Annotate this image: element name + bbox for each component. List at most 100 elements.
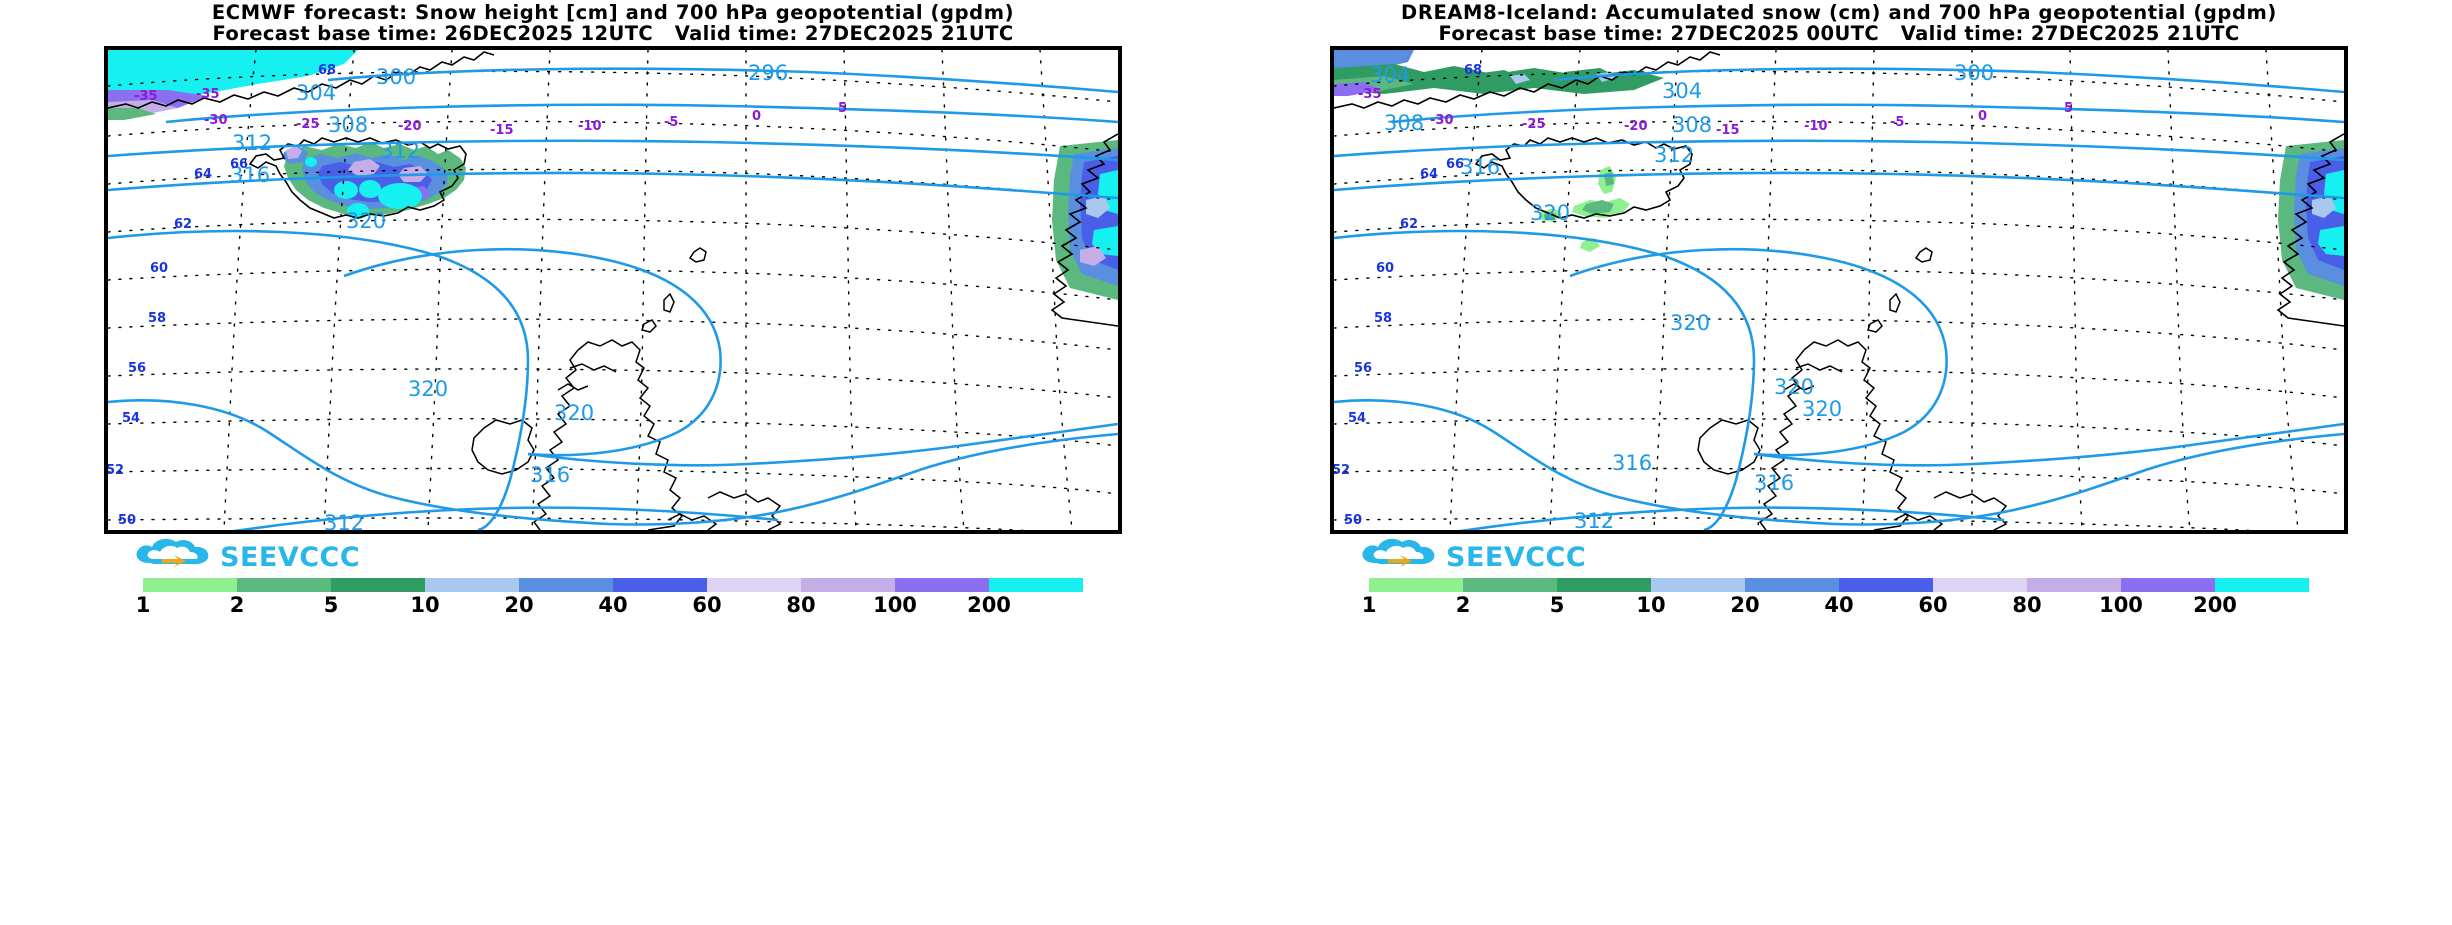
lon-label-m25: -25: [296, 117, 320, 132]
colorbar-swatch: [1745, 578, 1839, 592]
map-dream8[interactable]: 304 300 304 308 308 312 316 320 320 320 …: [1330, 46, 2348, 534]
colorbar-swatch: [1933, 578, 2027, 592]
colorbar-swatch: [1651, 578, 1745, 592]
lon-label-m25: -25: [1522, 117, 1546, 132]
colorbar-tick-label: 60: [692, 593, 722, 617]
colorbar-tick-label: 20: [504, 593, 534, 617]
arrow-icon: [1388, 555, 1412, 567]
longitude-labels: -35 -35 -30 -25 -20 -15 -10 -5 0 5: [134, 87, 847, 138]
lon-label-m5: -5: [1890, 115, 1904, 130]
lat-label-68: 68: [1464, 63, 1482, 78]
contour-label-316: 316: [230, 163, 270, 187]
colorbar-tick-label: 2: [229, 593, 245, 617]
lon-label-0: 0: [752, 109, 761, 124]
contour-label-296: 296: [748, 61, 788, 85]
snow-shading-norway: [1052, 140, 1118, 300]
contour-label-316b: 316: [1612, 451, 1652, 475]
lat-label-68: 68: [318, 63, 336, 78]
panel-ecmwf: ECMWF forecast: Snow height [cm] and 700…: [0, 2, 1226, 622]
panel-title-line2: Forecast base time: 26DEC2025 12UTC Vali…: [212, 22, 1014, 45]
contour-label-316b: 316: [530, 463, 570, 487]
lat-label-60: 60: [150, 261, 168, 276]
colorbar-strip: [1369, 578, 2309, 592]
colorbar-tick-label: 20: [1730, 593, 1760, 617]
colorbar-tick-label: 10: [410, 593, 440, 617]
contour-label-308: 308: [1384, 111, 1424, 135]
lon-label-5: 5: [838, 101, 847, 116]
cloud-icon: [1362, 538, 1435, 565]
lat-label-50: 50: [1344, 513, 1362, 528]
contour-label-304b: 304: [1662, 79, 1702, 103]
contour-label-320: 320: [346, 209, 386, 233]
lon-label-m30: -30: [204, 113, 228, 128]
lon-label-m30: -30: [1430, 113, 1454, 128]
coastline-norway: [2276, 133, 2344, 327]
lon-label-m10: -10: [578, 119, 602, 134]
logo-seevccc-right: SEEVCCC: [1354, 535, 1624, 575]
colorbar-swatch: [1839, 578, 1933, 592]
lat-label-54: 54: [1348, 411, 1366, 426]
contour-label-312: 312: [1654, 143, 1694, 167]
contour-label-316: 316: [1460, 155, 1500, 179]
snow-shading-iceland-ecmwf: [282, 142, 466, 219]
lat-label-58: 58: [1374, 311, 1392, 326]
contour-label-312c: 312: [324, 511, 364, 530]
logo-seevccc-left: SEEVCCC: [128, 535, 398, 575]
arrow-icon: [162, 555, 186, 567]
lon-label-m10: -10: [1804, 119, 1828, 134]
colorbar-left: 1 2 5 10 20 40 60 80 100 200: [0, 578, 1226, 622]
colorbar-tick-label: 1: [1361, 593, 1377, 617]
contour-label-312: 312: [380, 139, 420, 163]
lat-label-66: 66: [230, 157, 248, 172]
colorbar-tick-label: 40: [1824, 593, 1854, 617]
panel-title-ecmwf: ECMWF forecast: Snow height [cm] and 700…: [0, 2, 1226, 44]
colorbar-tick-label: 5: [1549, 593, 1565, 617]
colorbar-swatch: [2027, 578, 2121, 592]
coastline-iceland: [248, 137, 467, 219]
lon-label-m30b: -35: [196, 87, 220, 102]
contour-label-316c: 316: [1754, 471, 1794, 495]
logo-text: SEEVCCC: [220, 542, 360, 573]
colorbar-tick-label: 2: [1455, 593, 1471, 617]
contour-label-312b: 312: [1574, 509, 1614, 530]
colorbar-strip: [143, 578, 1083, 592]
contour-label-320d: 320: [1802, 397, 1842, 421]
colorbar-swatch: [613, 578, 707, 592]
contour-label-300: 300: [376, 65, 416, 89]
lat-label-52: 52: [108, 463, 124, 478]
lat-label-66: 66: [1446, 157, 1464, 172]
colorbar-tick-label: 60: [1918, 593, 1948, 617]
logo-text: SEEVCCC: [1446, 542, 1586, 573]
contour-label-304: 304: [1370, 63, 1410, 87]
coastline-greenland: [108, 51, 495, 109]
contour-label-304: 304: [296, 81, 336, 105]
coastline-greenland: [1334, 51, 1721, 109]
lon-label-m5: -5: [664, 115, 678, 130]
contour-labels: 304 300 304 308 308 312 316 320 320 320 …: [1370, 61, 1994, 530]
contour-label-300: 300: [1954, 61, 1994, 85]
map-ecmwf[interactable]: 300 296 304 308 312 312 316 320 320 320 …: [104, 46, 1122, 534]
colorbar-swatch: [707, 578, 801, 592]
contours-geopotential: [108, 67, 1118, 530]
contour-label-312b: 312: [232, 131, 272, 155]
lat-label-52: 52: [1334, 463, 1350, 478]
colorbar-tick-label: 200: [2193, 593, 2237, 617]
colorbar-tick-label: 100: [873, 593, 917, 617]
colorbar-swatch: [989, 578, 1083, 592]
snow-shading-norway: [2278, 140, 2344, 300]
colorbar-swatch: [331, 578, 425, 592]
panel-title-line2: Forecast base time: 27DEC2025 00UTC Vali…: [1438, 22, 2240, 45]
lon-label-m15: -15: [1716, 123, 1740, 138]
colorbar-tick-label: 80: [2012, 593, 2042, 617]
colorbar-swatch: [425, 578, 519, 592]
colorbar-ticks: 1 2 5 10 20 40 60 80 100 200: [1362, 593, 2309, 621]
colorbar-right: 1 2 5 10 20 40 60 80 100 200: [1226, 578, 2452, 622]
cloud-icon: [136, 538, 209, 565]
contour-label-308b: 308: [1672, 113, 1712, 137]
lon-label-m15: -15: [490, 123, 514, 138]
panel-title-dream8: DREAM8-Iceland: Accumulated snow (cm) an…: [1226, 2, 2452, 44]
colorbar-swatch: [143, 578, 237, 592]
colorbar-swatch: [1557, 578, 1651, 592]
colorbar-tick-label: 100: [2099, 593, 2143, 617]
panel-dream8: DREAM8-Iceland: Accumulated snow (cm) an…: [1226, 0, 2452, 925]
